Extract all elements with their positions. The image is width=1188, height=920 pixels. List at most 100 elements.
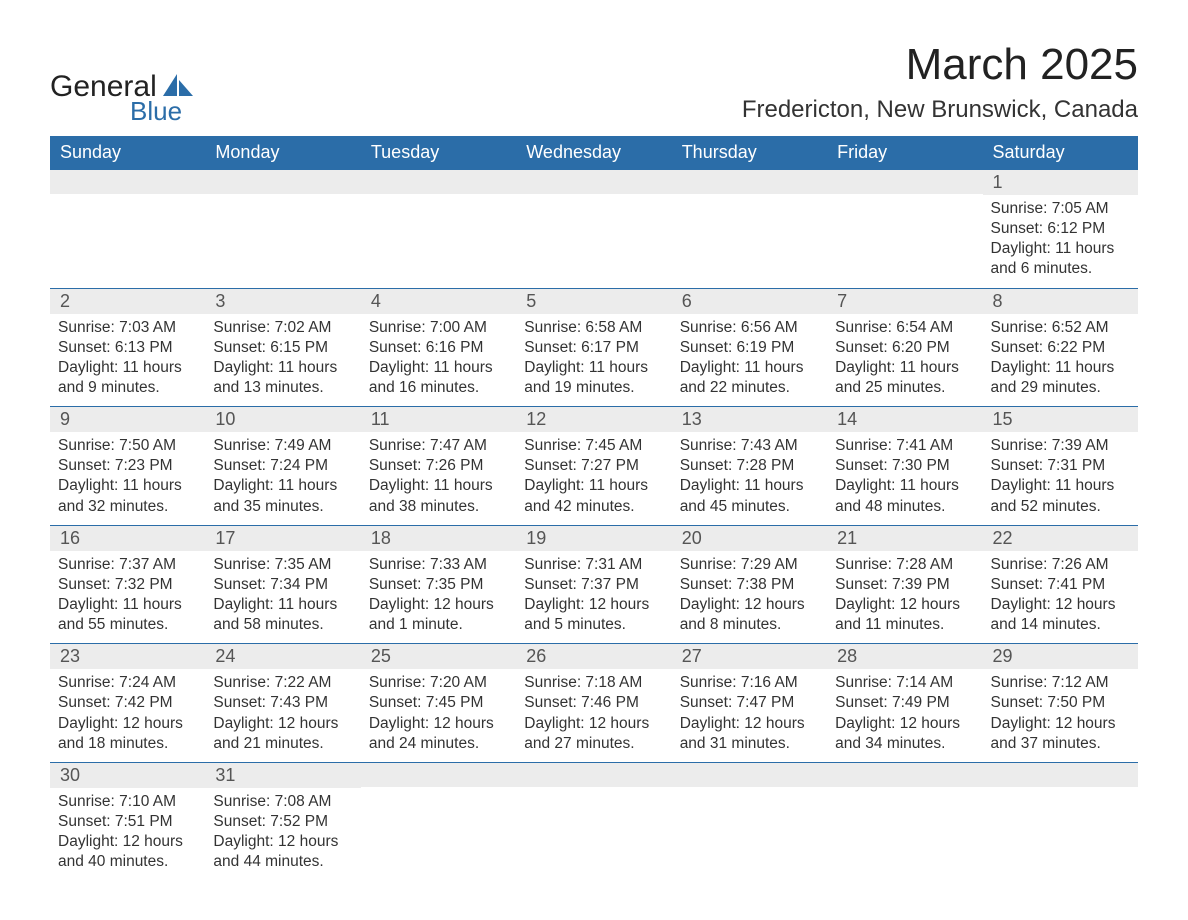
day-info-line: and 48 minutes. <box>835 497 974 517</box>
day-number <box>361 763 516 787</box>
day-number <box>361 170 516 194</box>
day-body: Sunrise: 7:05 AMSunset: 6:12 PMDaylight:… <box>983 195 1138 288</box>
day-info-line: Sunrise: 7:16 AM <box>680 673 819 693</box>
day-body <box>50 194 205 274</box>
day-body: Sunrise: 7:28 AMSunset: 7:39 PMDaylight:… <box>827 551 982 644</box>
day-number <box>50 170 205 194</box>
calendar-day-cell: 15Sunrise: 7:39 AMSunset: 7:31 PMDayligh… <box>983 407 1138 526</box>
day-info-line: Sunrise: 7:47 AM <box>369 436 508 456</box>
day-info-line: Sunset: 7:51 PM <box>58 812 197 832</box>
day-info-line: Daylight: 12 hours <box>58 832 197 852</box>
day-info-line: Sunrise: 7:05 AM <box>991 199 1130 219</box>
calendar-day-cell: 7Sunrise: 6:54 AMSunset: 6:20 PMDaylight… <box>827 288 982 407</box>
col-tuesday: Tuesday <box>361 136 516 170</box>
day-body: Sunrise: 7:22 AMSunset: 7:43 PMDaylight:… <box>205 669 360 762</box>
day-info-line: Daylight: 12 hours <box>58 714 197 734</box>
day-info-line: Sunrise: 7:24 AM <box>58 673 197 693</box>
day-body <box>361 194 516 274</box>
day-body: Sunrise: 7:20 AMSunset: 7:45 PMDaylight:… <box>361 669 516 762</box>
calendar-day-cell: 29Sunrise: 7:12 AMSunset: 7:50 PMDayligh… <box>983 644 1138 763</box>
calendar-day-cell: 28Sunrise: 7:14 AMSunset: 7:49 PMDayligh… <box>827 644 982 763</box>
col-monday: Monday <box>205 136 360 170</box>
location-subtitle: Fredericton, New Brunswick, Canada <box>742 96 1138 124</box>
day-info-line: Daylight: 12 hours <box>680 714 819 734</box>
day-number: 8 <box>983 289 1138 314</box>
day-body: Sunrise: 7:26 AMSunset: 7:41 PMDaylight:… <box>983 551 1138 644</box>
day-info-line: Daylight: 11 hours <box>213 476 352 496</box>
day-info-line: Daylight: 12 hours <box>835 595 974 615</box>
day-info-line: Sunset: 6:16 PM <box>369 338 508 358</box>
calendar-day-cell <box>361 170 516 289</box>
day-info-line: and 32 minutes. <box>58 497 197 517</box>
calendar-day-cell <box>983 762 1138 880</box>
brand-name-2: Blue <box>130 98 182 124</box>
day-info-line: Sunset: 7:30 PM <box>835 456 974 476</box>
day-info-line: Sunrise: 7:33 AM <box>369 555 508 575</box>
day-info-line: Sunset: 7:35 PM <box>369 575 508 595</box>
day-info-line: Daylight: 11 hours <box>991 476 1130 496</box>
day-info-line: Daylight: 12 hours <box>369 595 508 615</box>
calendar-week-row: 9Sunrise: 7:50 AMSunset: 7:23 PMDaylight… <box>50 407 1138 526</box>
calendar-day-cell <box>516 170 671 289</box>
day-body: Sunrise: 7:41 AMSunset: 7:30 PMDaylight:… <box>827 432 982 525</box>
calendar-header-row: Sunday Monday Tuesday Wednesday Thursday… <box>50 136 1138 170</box>
day-info-line: Daylight: 12 hours <box>369 714 508 734</box>
day-number: 20 <box>672 526 827 551</box>
day-info-line: Daylight: 11 hours <box>369 476 508 496</box>
day-info-line: and 24 minutes. <box>369 734 508 754</box>
day-info-line: and 27 minutes. <box>524 734 663 754</box>
day-info-line: Sunset: 7:42 PM <box>58 693 197 713</box>
day-info-line: and 1 minute. <box>369 615 508 635</box>
day-number: 27 <box>672 644 827 669</box>
day-info-line: Daylight: 12 hours <box>991 714 1130 734</box>
day-info-line: Daylight: 11 hours <box>524 476 663 496</box>
day-info-line: Sunrise: 7:39 AM <box>991 436 1130 456</box>
day-number: 28 <box>827 644 982 669</box>
day-info-line: Sunset: 7:52 PM <box>213 812 352 832</box>
day-number: 10 <box>205 407 360 432</box>
day-number: 6 <box>672 289 827 314</box>
day-info-line: and 38 minutes. <box>369 497 508 517</box>
day-info-line: Sunrise: 7:20 AM <box>369 673 508 693</box>
day-body <box>672 787 827 867</box>
page-header: General Blue March 2025 Fredericton, New… <box>50 40 1138 124</box>
day-number <box>827 763 982 787</box>
calendar-day-cell <box>50 170 205 289</box>
day-info-line: Sunset: 7:39 PM <box>835 575 974 595</box>
day-number <box>672 170 827 194</box>
day-info-line: and 14 minutes. <box>991 615 1130 635</box>
day-info-line: Daylight: 12 hours <box>213 832 352 852</box>
day-number: 13 <box>672 407 827 432</box>
day-info-line: and 31 minutes. <box>680 734 819 754</box>
day-info-line: and 5 minutes. <box>524 615 663 635</box>
day-info-line: Sunrise: 7:22 AM <box>213 673 352 693</box>
day-number: 30 <box>50 763 205 788</box>
day-info-line: Sunset: 7:31 PM <box>991 456 1130 476</box>
day-info-line: Sunrise: 6:58 AM <box>524 318 663 338</box>
day-body: Sunrise: 6:56 AMSunset: 6:19 PMDaylight:… <box>672 314 827 407</box>
day-number: 7 <box>827 289 982 314</box>
calendar-day-cell <box>672 762 827 880</box>
day-info-line: and 18 minutes. <box>58 734 197 754</box>
day-info-line: Sunrise: 7:26 AM <box>991 555 1130 575</box>
day-number: 1 <box>983 170 1138 195</box>
day-info-line: and 8 minutes. <box>680 615 819 635</box>
col-wednesday: Wednesday <box>516 136 671 170</box>
day-info-line: and 22 minutes. <box>680 378 819 398</box>
calendar-day-cell: 23Sunrise: 7:24 AMSunset: 7:42 PMDayligh… <box>50 644 205 763</box>
day-info-line: and 44 minutes. <box>213 852 352 872</box>
day-number: 22 <box>983 526 1138 551</box>
day-info-line: Sunset: 6:22 PM <box>991 338 1130 358</box>
day-info-line: Sunset: 6:12 PM <box>991 219 1130 239</box>
day-info-line: and 11 minutes. <box>835 615 974 635</box>
calendar-day-cell: 1Sunrise: 7:05 AMSunset: 6:12 PMDaylight… <box>983 170 1138 289</box>
day-info-line: Daylight: 11 hours <box>58 358 197 378</box>
day-info-line: Daylight: 11 hours <box>58 595 197 615</box>
day-info-line: Daylight: 11 hours <box>991 358 1130 378</box>
day-body: Sunrise: 7:43 AMSunset: 7:28 PMDaylight:… <box>672 432 827 525</box>
day-body: Sunrise: 7:47 AMSunset: 7:26 PMDaylight:… <box>361 432 516 525</box>
day-info-line: Sunrise: 7:43 AM <box>680 436 819 456</box>
day-body <box>827 194 982 274</box>
day-info-line: Sunset: 6:17 PM <box>524 338 663 358</box>
day-info-line: Sunrise: 7:37 AM <box>58 555 197 575</box>
